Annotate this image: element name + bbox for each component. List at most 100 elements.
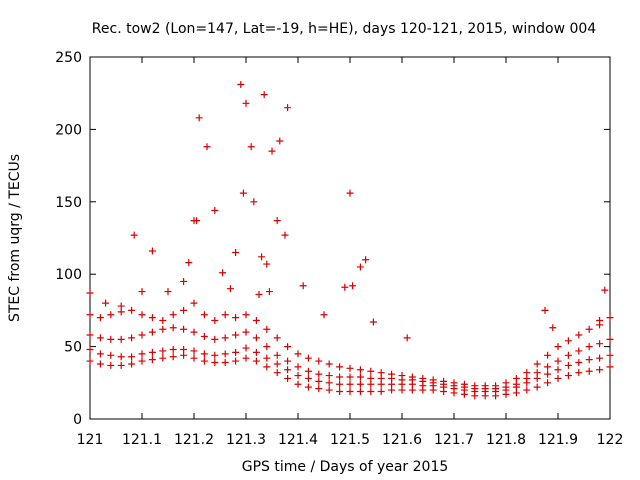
data-point <box>107 351 115 359</box>
data-point <box>367 367 375 375</box>
data-point <box>211 359 219 367</box>
x-tick-label: 121.9 <box>538 432 578 448</box>
data-point <box>86 357 94 365</box>
data-point <box>159 347 167 355</box>
data-point <box>200 357 208 365</box>
data-point <box>294 380 302 388</box>
data-point <box>554 357 562 365</box>
data-point <box>239 189 247 197</box>
data-point <box>315 385 323 393</box>
data-point <box>471 382 479 390</box>
data-point <box>315 357 323 365</box>
data-point <box>367 387 375 395</box>
data-point <box>325 360 333 368</box>
data-point <box>180 345 188 353</box>
data-point <box>232 331 240 339</box>
data-point <box>185 259 193 267</box>
data-point <box>169 311 177 319</box>
data-point <box>273 360 281 368</box>
data-point <box>169 345 177 353</box>
data-point <box>117 353 125 361</box>
data-point <box>102 299 110 307</box>
data-point <box>148 247 156 255</box>
data-point <box>523 386 531 394</box>
data-point <box>606 351 614 359</box>
data-point <box>304 383 312 391</box>
data-point <box>356 387 364 395</box>
data-point <box>284 343 292 351</box>
data-point <box>265 288 273 296</box>
data-point <box>242 344 250 352</box>
data-point <box>273 369 281 377</box>
data-point <box>341 283 349 291</box>
data-point <box>299 282 307 290</box>
data-point <box>315 370 323 378</box>
data-point <box>585 356 593 364</box>
data-point <box>554 366 562 374</box>
data-point <box>86 289 94 297</box>
data-point <box>128 334 136 342</box>
data-point <box>460 380 468 388</box>
data-point <box>211 351 219 359</box>
data-point <box>268 147 276 155</box>
data-point <box>575 331 583 339</box>
data-point <box>263 354 271 362</box>
data-point <box>575 347 583 355</box>
data-point <box>250 198 258 206</box>
data-point <box>606 335 614 343</box>
data-point <box>252 334 260 342</box>
x-tick-label: 121.2 <box>174 432 214 448</box>
data-point <box>284 366 292 374</box>
x-tick-label: 121.5 <box>330 432 370 448</box>
data-point <box>596 340 604 348</box>
x-tick-label: 121.4 <box>278 432 318 448</box>
data-point <box>226 285 234 293</box>
data-point <box>346 189 354 197</box>
data-point <box>86 345 94 353</box>
data-point <box>325 386 333 394</box>
data-point <box>429 376 437 384</box>
data-point <box>247 143 255 151</box>
data-point <box>221 334 229 342</box>
data-point <box>325 379 333 387</box>
data-point <box>260 91 268 99</box>
y-axis-label: STEC from uqrg / TECUs <box>7 154 23 322</box>
data-point <box>180 277 188 285</box>
data-point <box>263 260 271 268</box>
data-point <box>190 299 198 307</box>
data-point <box>284 104 292 112</box>
data-point <box>237 81 245 89</box>
data-point <box>96 350 104 358</box>
data-point <box>128 353 136 361</box>
data-point <box>356 263 364 271</box>
data-point <box>221 311 229 319</box>
data-point <box>242 328 250 336</box>
data-point <box>200 350 208 358</box>
data-point <box>96 360 104 368</box>
x-axis-label: GPS time / Days of year 2015 <box>242 459 449 475</box>
data-point <box>294 372 302 380</box>
x-tick-label: 121.6 <box>382 432 422 448</box>
data-point <box>263 343 271 351</box>
axis-tick-labels: 121 121.1 121.2 121.3 121.4 121.5 121.6 121.7 12… <box>55 50 623 448</box>
x-tick-label: 121 <box>77 432 104 448</box>
data-point <box>195 114 203 122</box>
data-point <box>346 380 354 388</box>
data-point <box>450 379 458 387</box>
data-point <box>575 369 583 377</box>
data-point <box>346 373 354 381</box>
data-point <box>258 253 266 261</box>
y-tick-label: 0 <box>73 412 82 428</box>
data-point <box>315 377 323 385</box>
data-point <box>502 379 510 387</box>
data-point <box>159 325 167 333</box>
data-point <box>533 360 541 368</box>
data-point <box>377 387 385 395</box>
data-point <box>138 357 146 365</box>
data-point <box>606 314 614 322</box>
data-point <box>128 360 136 368</box>
data-point <box>533 383 541 391</box>
axis-ticks <box>89 56 611 420</box>
x-tick-label: 122 <box>597 432 624 448</box>
